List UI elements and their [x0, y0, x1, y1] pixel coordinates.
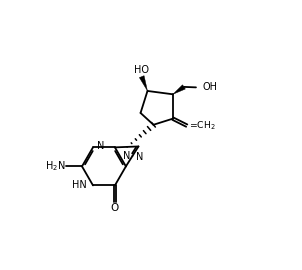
Polygon shape: [173, 85, 185, 94]
Text: HN: HN: [72, 180, 87, 190]
Text: N: N: [124, 151, 131, 161]
Text: =CH$_2$: =CH$_2$: [188, 119, 215, 132]
Text: H$_2$N: H$_2$N: [45, 159, 65, 173]
Text: OH: OH: [202, 82, 217, 92]
Polygon shape: [139, 76, 147, 91]
Text: N: N: [137, 152, 144, 162]
Text: O: O: [111, 204, 119, 214]
Text: N: N: [97, 141, 104, 151]
Text: HO: HO: [134, 65, 149, 75]
